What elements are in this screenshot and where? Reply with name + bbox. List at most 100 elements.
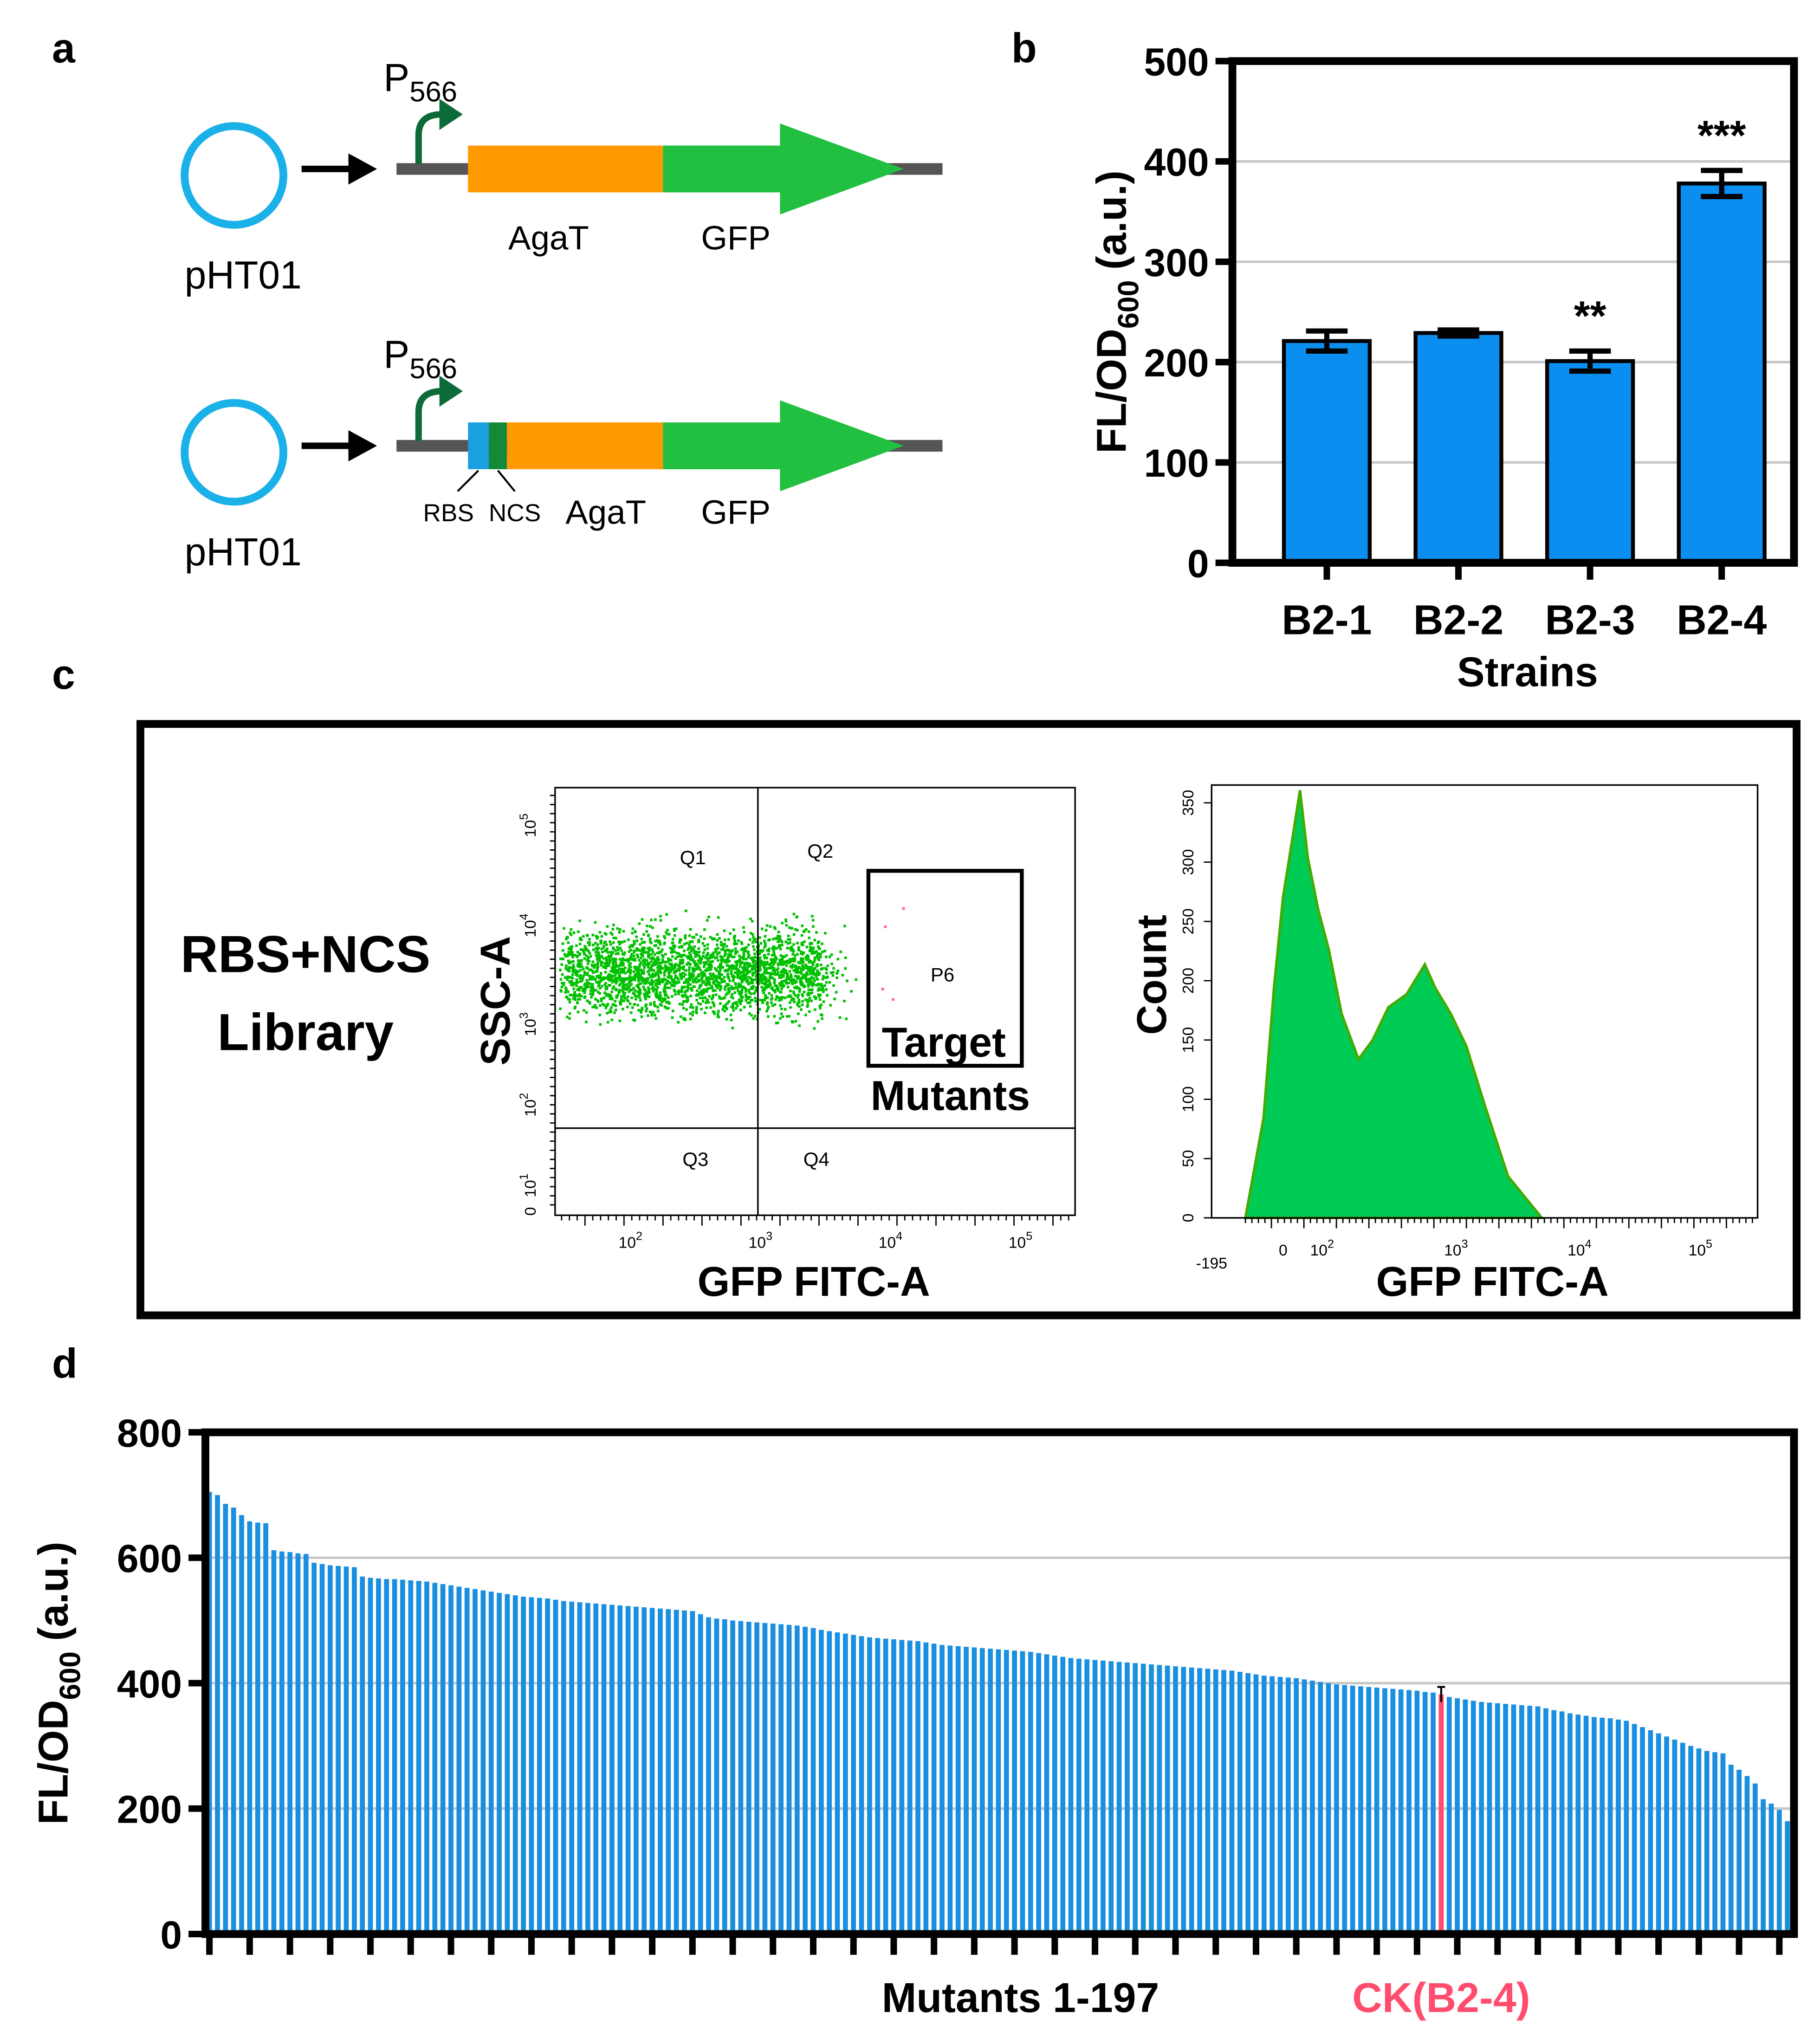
event-dot: [679, 990, 682, 993]
event-dot: [660, 971, 662, 974]
event-dot: [690, 950, 693, 953]
event-dot: [717, 1012, 719, 1016]
event-dot: [716, 953, 719, 956]
bar: [215, 1495, 220, 1934]
event-dot: [771, 954, 774, 957]
event-dot: [753, 952, 756, 956]
event-dot: [654, 918, 657, 921]
plasmid: [181, 122, 287, 229]
event-dot: [633, 939, 635, 943]
event-dot: [602, 941, 606, 945]
event-dot: [601, 951, 604, 954]
bar: [762, 1623, 768, 1934]
event-dot: [699, 1003, 702, 1006]
event-dot: [743, 965, 746, 969]
event-dot: [800, 934, 803, 937]
event-dot: [627, 986, 630, 989]
event-dot: [673, 928, 676, 931]
bar: [223, 1504, 228, 1934]
bar: [1285, 1677, 1291, 1934]
event-dot: [650, 1011, 654, 1015]
event-dot: [748, 938, 751, 941]
event-dot: [674, 974, 677, 977]
bar: [1648, 1730, 1653, 1934]
event-dot: [774, 937, 777, 940]
event-dot: [767, 1015, 770, 1018]
bar: [915, 1641, 920, 1934]
event-dot: [578, 943, 582, 945]
bar: [488, 1592, 494, 1934]
event-dot: [571, 973, 574, 976]
event-dot: [749, 932, 752, 935]
event-dot: [669, 975, 672, 978]
bar: [537, 1598, 542, 1934]
event-dot: [659, 943, 662, 946]
event-dot: [770, 960, 773, 964]
event-dot: [781, 985, 784, 988]
target-label: Target: [882, 1019, 1006, 1066]
event-dot: [634, 989, 636, 992]
event-dot: [700, 991, 704, 994]
event-dot: [734, 952, 737, 955]
event-dot: [597, 953, 600, 956]
event-dot: [705, 1006, 708, 1009]
event-dot: [577, 970, 580, 973]
quadrant-label: Q4: [803, 1148, 829, 1170]
event-dot: [734, 947, 737, 950]
event-dot: [588, 1001, 591, 1003]
event-dot: [648, 946, 651, 950]
event-dot: [710, 953, 713, 957]
event-dot: [699, 984, 701, 987]
bar: [1543, 1708, 1548, 1934]
event-dot: [725, 983, 728, 986]
event-dot: [643, 992, 646, 996]
event-dot: [659, 915, 662, 918]
event-dot: [807, 988, 810, 991]
event-dot: [643, 958, 646, 961]
event-dot: [662, 997, 665, 1001]
event-dot: [764, 981, 767, 984]
event-dot: [815, 956, 818, 959]
event-dot: [836, 958, 840, 961]
event-dot: [681, 967, 685, 970]
event-dot: [657, 977, 661, 980]
event-dot: [664, 983, 667, 986]
event-dot: [747, 953, 751, 957]
panel-frame: [136, 720, 1801, 1320]
y-tick-label: 400: [1144, 141, 1209, 184]
event-dot: [652, 964, 655, 967]
event-dot: [821, 942, 823, 945]
event-dot: [801, 983, 804, 986]
x-tick-label: B2-3: [1545, 597, 1635, 643]
event-dot: [718, 937, 721, 940]
event-dot: [789, 1001, 791, 1004]
event-dot: [673, 984, 676, 987]
event-dot: [612, 923, 615, 926]
event-dot: [818, 1004, 821, 1008]
event-dot: [809, 977, 812, 980]
event-dot: [680, 990, 684, 993]
axis-box: [1228, 57, 1798, 567]
promoter: [415, 111, 442, 164]
event-dot: [621, 967, 623, 970]
event-dot: [656, 966, 659, 969]
event-dot: [760, 959, 763, 963]
event-dot: [797, 1012, 800, 1016]
event-dot: [692, 968, 695, 970]
event-dot: [750, 999, 752, 1002]
event-dot: [656, 993, 659, 996]
event-dot: [830, 962, 833, 965]
event-dot: [796, 942, 799, 945]
event-dot: [712, 982, 716, 985]
arrow-head: [348, 153, 377, 185]
event-dot: [711, 1001, 714, 1004]
event-dot: [738, 976, 742, 978]
event-dot: [711, 960, 714, 963]
event-dot: [735, 942, 738, 945]
event-dot: [624, 977, 627, 980]
event-dot: [686, 989, 689, 992]
event-dot: [781, 983, 784, 986]
event-dot: [690, 987, 693, 990]
event-dot: [803, 940, 806, 943]
event-dot: [786, 995, 790, 998]
